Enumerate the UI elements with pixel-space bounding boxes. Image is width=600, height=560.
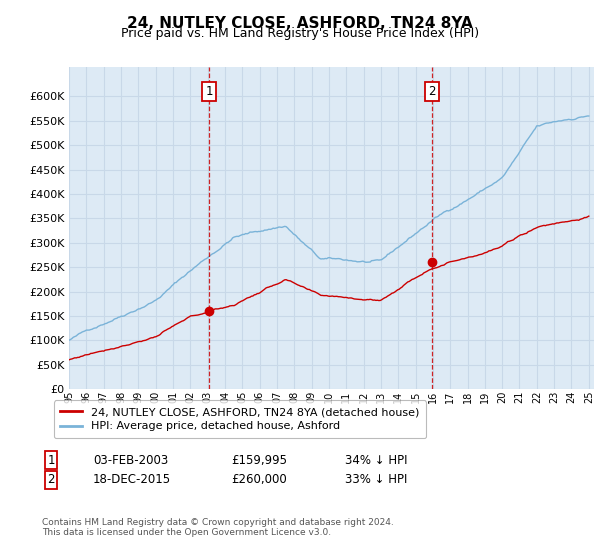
Text: 33% ↓ HPI: 33% ↓ HPI: [345, 473, 407, 487]
Text: 1: 1: [47, 454, 55, 467]
Text: 18-DEC-2015: 18-DEC-2015: [93, 473, 171, 487]
Text: 24, NUTLEY CLOSE, ASHFORD, TN24 8YA: 24, NUTLEY CLOSE, ASHFORD, TN24 8YA: [127, 16, 473, 31]
Text: 1: 1: [205, 85, 213, 98]
Text: £260,000: £260,000: [231, 473, 287, 487]
Text: 03-FEB-2003: 03-FEB-2003: [93, 454, 168, 467]
Legend: 24, NUTLEY CLOSE, ASHFORD, TN24 8YA (detached house), HPI: Average price, detach: 24, NUTLEY CLOSE, ASHFORD, TN24 8YA (det…: [53, 400, 427, 438]
Text: 2: 2: [47, 473, 55, 487]
Text: 2: 2: [428, 85, 436, 98]
Text: Price paid vs. HM Land Registry's House Price Index (HPI): Price paid vs. HM Land Registry's House …: [121, 27, 479, 40]
Text: £159,995: £159,995: [231, 454, 287, 467]
Text: 34% ↓ HPI: 34% ↓ HPI: [345, 454, 407, 467]
Text: Contains HM Land Registry data © Crown copyright and database right 2024.
This d: Contains HM Land Registry data © Crown c…: [42, 518, 394, 538]
